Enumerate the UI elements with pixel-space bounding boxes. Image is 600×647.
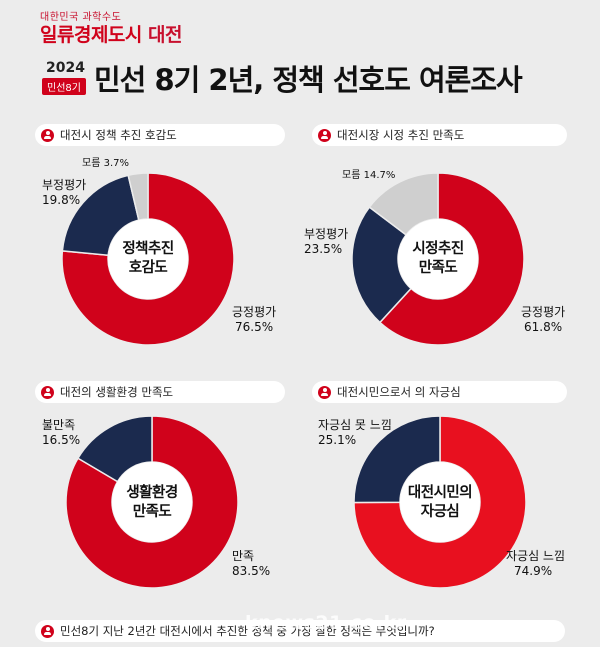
chart2-slice1-name: 긍정평가 [521, 305, 566, 319]
chart1-slice2-label: 부정평가 19.8% [42, 178, 86, 208]
chart1-title: 대전시 정책 추진 호감도 [60, 128, 177, 142]
chart2-donut [351, 172, 525, 346]
chart1-center-text: 정책추진 호감도 [122, 241, 174, 276]
chart2-slice3-name: 모름 [342, 170, 361, 181]
chart2-slice3-label: 모름 14.7% [342, 168, 395, 183]
question-text: 민선8기 지난 2년간 대전시에서 추진한 정책 중 가장 잘한 정책은 무엇입… [60, 624, 435, 638]
chart3-header: 대전의 생활환경 만족도 [35, 381, 285, 403]
chart3-center-hole [112, 462, 192, 542]
chart2-title: 대전시장 시정 추진 만족도 [337, 128, 465, 142]
chart4-slice2-value: 25.1% [318, 433, 357, 447]
chart4-slice1-value: 74.9% [514, 564, 553, 578]
user-icon [41, 385, 54, 399]
chart2-slice2-name: 부정평가 [304, 227, 349, 241]
brand-name: 일류경제도시 [40, 24, 142, 46]
chart3-slice2-name: 불만족 [42, 418, 76, 432]
chart1-slice3-value: 3.7% [103, 158, 129, 169]
chart4-center-label: 대전시민의 자긍심 [395, 484, 485, 522]
chart4-center-text: 대전시민의 자긍심 [407, 485, 473, 520]
chart1-slice2-value: 19.8% [42, 193, 81, 207]
chart3-slice2-value: 16.5% [42, 433, 81, 447]
chart2-center-hole [398, 219, 478, 299]
chart2-center-label: 시정추진 만족도 [398, 240, 478, 278]
chart1-slice3-name: 모름 [82, 158, 101, 169]
chart2-slice2-value: 23.5% [304, 242, 343, 256]
chart3-slice1-name: 만족 [232, 549, 255, 563]
user-icon [41, 624, 54, 638]
chart4-center-hole [400, 462, 480, 542]
chart3-slice1-value: 83.5% [232, 564, 271, 578]
chart4-slice2-label: 자긍심 못 느낌 25.1% [318, 418, 392, 448]
brand-logo: 일류경제도시 대전 [40, 20, 182, 47]
chart3-center-label: 생활환경 만족도 [112, 484, 192, 522]
chart1-slice1-value: 76.5% [235, 320, 274, 334]
chart1-header: 대전시 정책 추진 호감도 [35, 124, 285, 146]
chart1-center-hole [108, 219, 188, 299]
chart3-slice1-label: 만족 83.5% [232, 549, 270, 579]
chart3-slice2-label: 불만족 16.5% [42, 418, 80, 448]
chart3-title: 대전의 생활환경 만족도 [60, 385, 174, 399]
chart1-donut [61, 172, 235, 346]
chart4-slice1-label: 자긍심 느낌 74.9% [506, 549, 565, 579]
chart1-slice1-name: 긍정평가 [232, 305, 277, 319]
chart2-slice1-value: 61.8% [524, 320, 563, 334]
chart1-slice2-name: 부정평가 [42, 178, 87, 192]
watermark: knews21.co.kr [245, 612, 407, 634]
chart4-donut [353, 415, 527, 589]
chart2-slice2-label: 부정평가 23.5% [304, 227, 348, 257]
chart2-center-text: 시정추진 만족도 [412, 241, 464, 276]
chart2-slice3-value: 14.7% [363, 170, 396, 181]
term-badge: 민선8기 [42, 78, 86, 95]
question-header: 민선8기 지난 2년간 대전시에서 추진한 정책 중 가장 잘한 정책은 무엇입… [35, 620, 565, 642]
chart1-slice1-label: 긍정평가 76.5% [232, 305, 276, 335]
chart4-slice1-name: 자긍심 느낌 [506, 549, 566, 563]
header-year: 2024 [46, 60, 85, 76]
user-icon [41, 128, 54, 142]
chart2-slice1-label: 긍정평가 61.8% [521, 305, 565, 335]
chart4-slice2-name: 자긍심 못 느낌 [318, 418, 392, 432]
chart3-donut [65, 415, 239, 589]
user-icon [318, 385, 331, 399]
chart4-title: 대전시민으로서 의 자긍심 [337, 385, 461, 399]
chart2-header: 대전시장 시정 추진 만족도 [312, 124, 567, 146]
brand-slogan: 대한민국 과학수도 [40, 12, 122, 23]
chart1-slice3-label: 모름 3.7% [82, 156, 129, 171]
page-title: 민선 8기 2년, 정책 선호도 여론조사 [94, 63, 523, 97]
chart3-center-text: 생활환경 만족도 [126, 485, 178, 520]
brand-city: 대전 [148, 24, 182, 46]
chart4-header: 대전시민으로서 의 자긍심 [312, 381, 567, 403]
user-icon [318, 128, 331, 142]
chart1-center-label: 정책추진 호감도 [108, 240, 188, 278]
